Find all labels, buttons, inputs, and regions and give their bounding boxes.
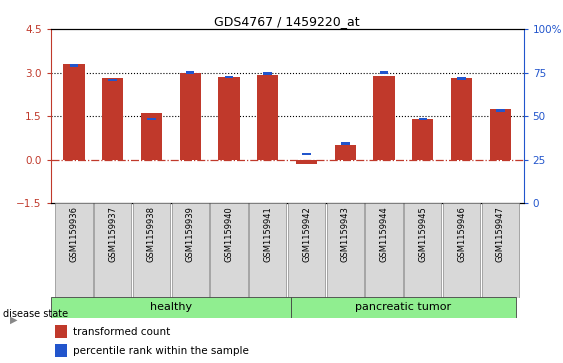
Bar [225,76,233,78]
Bar [404,203,441,298]
Bar [55,203,92,298]
Text: GSM1159944: GSM1159944 [379,206,388,262]
Text: GSM1159936: GSM1159936 [69,206,78,262]
Text: percentile rank within the sample: percentile rank within the sample [73,346,249,356]
Bar [51,297,291,318]
Bar [249,203,287,298]
Bar [490,109,511,160]
Bar [291,297,516,318]
Bar [147,118,156,121]
Text: GSM1159938: GSM1159938 [147,206,156,262]
Bar [327,203,364,298]
Bar [451,78,472,160]
Bar [218,77,240,160]
Bar [418,118,427,121]
Bar [296,160,317,164]
Text: ▶: ▶ [10,315,17,325]
Bar [186,71,194,74]
Bar [133,203,170,298]
Text: GSM1159937: GSM1159937 [108,206,117,262]
Bar [70,64,78,67]
Title: GDS4767 / 1459220_at: GDS4767 / 1459220_at [215,15,360,28]
Text: GSM1159941: GSM1159941 [263,206,272,262]
Text: GSM1159942: GSM1159942 [302,206,311,262]
Bar [443,203,480,298]
Text: GSM1159946: GSM1159946 [457,206,466,262]
Bar [302,152,311,155]
Bar [263,72,272,75]
Bar [180,73,201,160]
Text: disease state: disease state [3,309,68,319]
Bar [365,203,403,298]
Bar [482,203,519,298]
Bar [341,142,350,145]
Text: GSM1159943: GSM1159943 [341,206,350,262]
Text: GSM1159939: GSM1159939 [186,206,195,262]
Bar [457,77,466,80]
Bar [102,78,123,160]
Bar [94,203,131,298]
Bar [109,78,117,81]
Bar [334,145,356,160]
Text: GSM1159947: GSM1159947 [496,206,505,262]
Bar [412,119,434,160]
Bar [373,76,395,160]
Bar [257,75,279,160]
Bar [141,113,162,160]
Bar [380,71,388,74]
Text: transformed count: transformed count [73,327,171,337]
Bar [55,325,67,338]
Text: pancreatic tumor: pancreatic tumor [355,302,452,312]
Text: GSM1159940: GSM1159940 [225,206,234,262]
Text: GSM1159945: GSM1159945 [418,206,427,262]
Bar [172,203,209,298]
Bar [63,64,84,160]
Bar [55,344,67,358]
Bar [288,203,325,298]
Bar [496,109,504,112]
Bar [211,203,248,298]
Text: healthy: healthy [150,302,192,312]
